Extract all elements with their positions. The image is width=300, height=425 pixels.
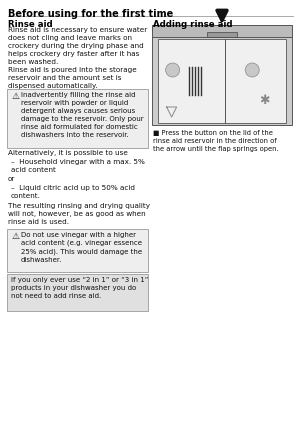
Text: Rinse aid is poured into the storage
reservoir and the amount set is
dispensed a: Rinse aid is poured into the storage res… xyxy=(8,67,137,89)
Text: ■ Press the button on the lid of the
rinse aid reservoir in the direction of
the: ■ Press the button on the lid of the rin… xyxy=(153,130,279,152)
Text: Rinse aid is necessary to ensure water
does not cling and leave marks on
crocker: Rinse aid is necessary to ensure water d… xyxy=(8,27,147,65)
Text: Alternatively, it is possible to use: Alternatively, it is possible to use xyxy=(8,150,128,156)
Text: ⚠: ⚠ xyxy=(12,232,20,241)
FancyBboxPatch shape xyxy=(152,25,292,37)
FancyBboxPatch shape xyxy=(7,88,148,147)
Text: Before using for the first time: Before using for the first time xyxy=(8,9,173,19)
Text: Do not use vinegar with a higher
acid content (e.g. vinegar essence
25% acid). T: Do not use vinegar with a higher acid co… xyxy=(21,232,142,263)
FancyBboxPatch shape xyxy=(7,274,148,311)
Text: or: or xyxy=(8,176,15,182)
Text: Adding rinse aid: Adding rinse aid xyxy=(153,20,232,29)
FancyBboxPatch shape xyxy=(7,229,148,272)
Text: The resulting rinsing and drying quality
will not, however, be as good as when
r: The resulting rinsing and drying quality… xyxy=(8,203,150,225)
Text: –  Liquid citric acid up to 50% acid
content.: – Liquid citric acid up to 50% acid cont… xyxy=(11,185,135,199)
Text: If you only ever use “2 in 1” or “3 in 1”
products in your dishwasher you do
not: If you only ever use “2 in 1” or “3 in 1… xyxy=(11,277,148,299)
FancyBboxPatch shape xyxy=(158,39,286,123)
Text: ✱: ✱ xyxy=(259,94,269,107)
Text: Rinse aid: Rinse aid xyxy=(8,20,52,29)
Circle shape xyxy=(166,63,180,77)
FancyBboxPatch shape xyxy=(207,32,237,37)
Text: Inadvertently filling the rinse aid
reservoir with powder or liquid
detergent al: Inadvertently filling the rinse aid rese… xyxy=(21,92,144,138)
Text: –  Household vinegar with a max. 5%
acid content: – Household vinegar with a max. 5% acid … xyxy=(11,159,145,173)
Circle shape xyxy=(245,63,259,77)
Text: ⚠: ⚠ xyxy=(12,92,20,101)
FancyBboxPatch shape xyxy=(152,25,292,125)
